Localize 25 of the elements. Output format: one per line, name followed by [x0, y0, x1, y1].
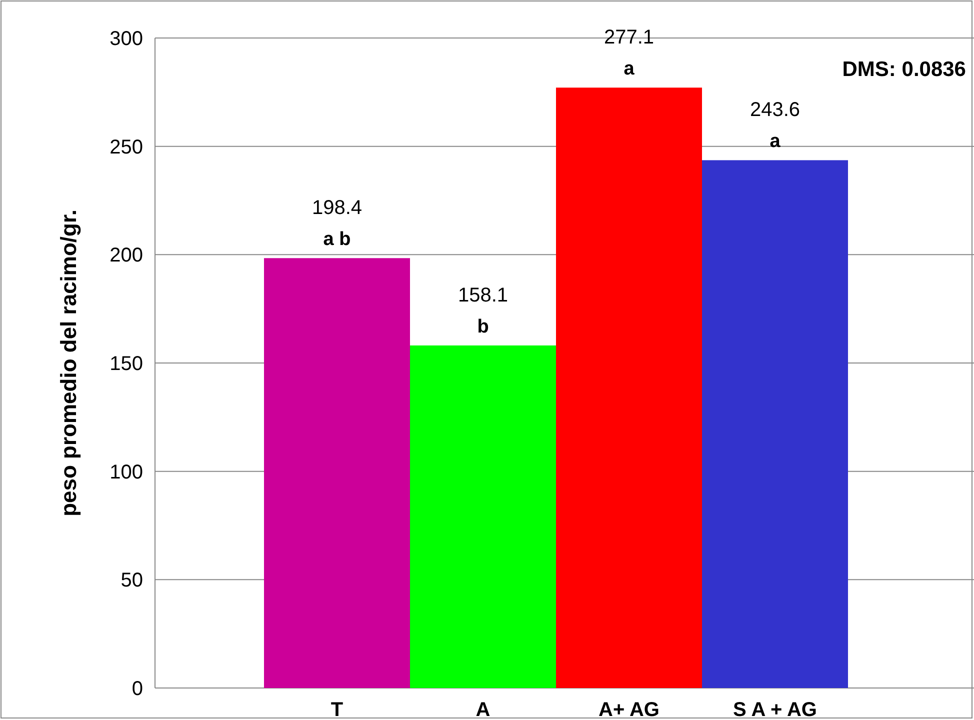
x-tick-label: S A + AG — [733, 699, 817, 720]
annotation: a b — [323, 229, 351, 250]
x-tick-label: T — [330, 699, 344, 720]
annotation: DMS: 0.0836 — [842, 58, 966, 81]
data-label: 277.1 — [604, 26, 654, 49]
annotation: a — [770, 131, 781, 152]
annotation: b — [477, 316, 489, 338]
y-tick-label: 150 — [110, 353, 143, 375]
bar — [702, 160, 848, 688]
x-tick-label: A — [476, 699, 490, 720]
y-tick-label: 200 — [110, 244, 143, 267]
bar — [264, 258, 410, 688]
y-tick-label: 100 — [110, 461, 143, 484]
data-label: 158.1 — [458, 284, 508, 306]
bar — [410, 345, 556, 688]
data-label: 198.4 — [312, 197, 362, 220]
annotation: a — [624, 58, 635, 80]
y-tick-label: 50 — [120, 570, 143, 592]
y-axis-title: peso promedio del racimo/gr. — [56, 210, 81, 516]
data-label: 243.6 — [750, 99, 800, 122]
y-tick-label: 300 — [110, 28, 143, 50]
y-tick-label: 0 — [132, 678, 143, 700]
bar — [556, 88, 702, 688]
x-tick-label: A+ AG — [598, 699, 660, 720]
y-tick-label: 250 — [110, 136, 143, 158]
